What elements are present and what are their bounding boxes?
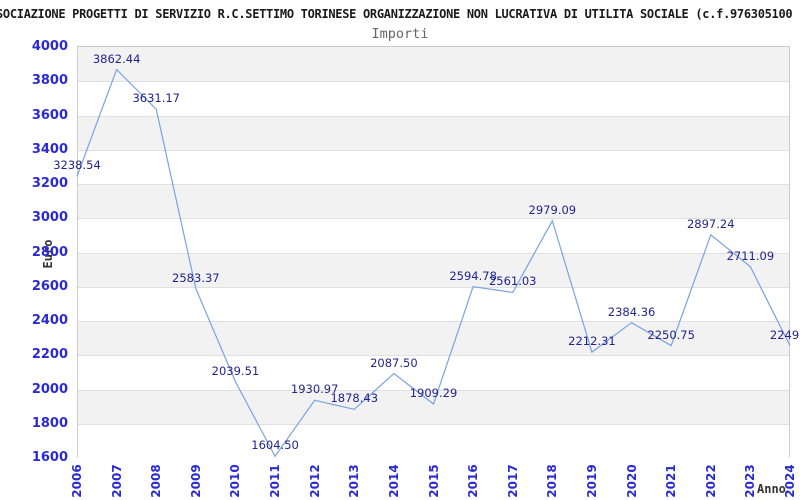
data-point-label: 3862.44 <box>92 51 141 66</box>
y-grid-band <box>78 321 789 356</box>
importi-line-series <box>76 68 791 458</box>
y-grid-band <box>78 115 789 150</box>
data-point-label: 2561.03 <box>488 274 537 289</box>
data-point-label: 2384.36 <box>607 304 656 319</box>
plot-area <box>77 46 790 458</box>
h-gridline <box>78 252 789 254</box>
y-grid-band <box>78 355 789 390</box>
y-axis-tick-label: 2000 <box>31 381 68 397</box>
h-gridline <box>78 184 789 185</box>
y-axis-tick-label: 3000 <box>31 210 68 226</box>
data-point-label: 2212.31 <box>568 334 616 349</box>
data-point-label: 2711.09 <box>726 248 775 263</box>
data-point-label: 2039.51 <box>211 363 260 378</box>
y-grid-band <box>78 252 789 287</box>
data-point-label: 1604.50 <box>251 438 299 453</box>
y-axis-tick-label: 1800 <box>31 415 68 431</box>
h-gridline <box>78 389 789 391</box>
chart-title: SOCIAZIONE PROGETTI DI SERVIZIO R.C.SETT… <box>0 7 793 21</box>
data-point-label: 3631.17 <box>132 91 180 106</box>
y-axis-tick-label: 2800 <box>31 244 68 260</box>
data-point-label: 2979.09 <box>528 202 577 217</box>
y-grid-band <box>78 218 789 253</box>
y-axis-tick-label: 2600 <box>31 278 68 294</box>
y-axis-tick-label: 3200 <box>31 176 68 191</box>
data-point-label: 2583.37 <box>172 270 220 285</box>
y-axis-tick-label: 3800 <box>31 73 68 89</box>
data-point-label: 2897.24 <box>686 216 735 231</box>
h-gridline <box>78 423 789 425</box>
h-gridline <box>78 149 789 151</box>
y-axis-tick-label: 2200 <box>31 347 68 363</box>
data-point-label: 1878.43 <box>330 391 379 406</box>
y-grid-band <box>78 184 789 219</box>
data-point-label: 1930.97 <box>290 382 339 397</box>
y-axis-tick-label: 3600 <box>31 107 68 123</box>
y-grid-band <box>78 47 789 82</box>
y-grid-band <box>78 389 789 424</box>
data-point-label: 2250.75 <box>647 327 695 342</box>
y-axis-tick-label: 1600 <box>31 450 68 465</box>
data-point-label: 2087.50 <box>370 355 418 370</box>
y-grid-band <box>78 81 789 116</box>
data-point-label: 2594.78 <box>449 268 497 283</box>
y-axis-tick-label: 2400 <box>31 313 68 328</box>
x-axis-title: Anno <box>757 482 786 496</box>
y-grid-band <box>78 149 789 184</box>
y-grid-band <box>78 423 789 458</box>
h-gridline <box>78 286 789 288</box>
chart-subtitle: Importi <box>371 26 429 42</box>
data-point-label: 3238.54 <box>53 158 101 173</box>
y-grid-band <box>78 286 789 321</box>
data-point-label: 2249.4 <box>769 327 800 342</box>
y-axis-tick-label: 4000 <box>31 39 68 54</box>
data-point-label: 1909.29 <box>409 386 458 401</box>
h-gridline <box>78 81 789 83</box>
h-gridline <box>78 115 789 117</box>
h-gridline <box>78 321 789 322</box>
h-gridline <box>78 355 789 357</box>
h-gridline <box>78 218 789 220</box>
y-axis-tick-label: 3400 <box>31 141 68 157</box>
